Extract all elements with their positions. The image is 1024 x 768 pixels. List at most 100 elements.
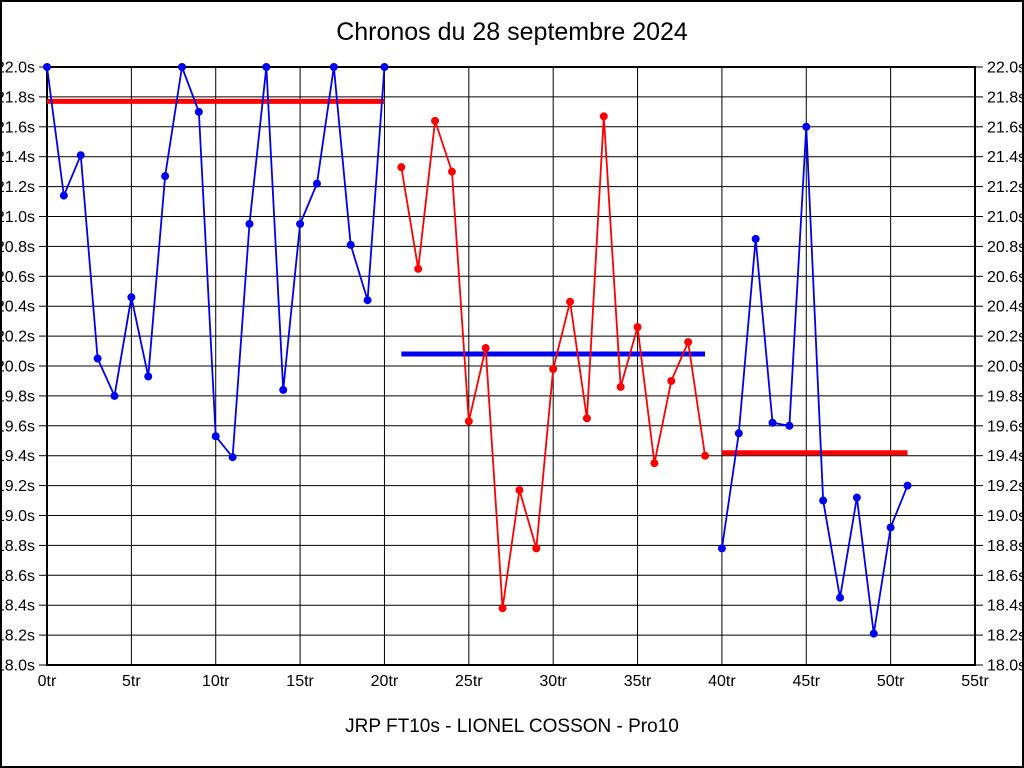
x-axis-label-15tr: 15tr [286, 673, 314, 690]
data-point-run-1-lap-4 [110, 391, 119, 400]
y-axis-label-right-18.8s: 18.8s [987, 538, 1024, 555]
y-axis-label-left-20.6s: 20.6s [0, 269, 35, 286]
y-axis-label-right-21.8s: 21.8s [987, 89, 1024, 106]
y-axis-label-right-22.0s: 22.0s [987, 60, 1024, 77]
data-point-run-3-lap-49 [869, 629, 878, 638]
data-point-run-1-lap-16 [312, 179, 321, 188]
y-axis-label-right-20.6s: 20.6s [987, 269, 1024, 286]
data-point-run-2-lap-27 [498, 604, 507, 613]
y-axis-label-left-19.6s: 19.6s [0, 418, 35, 435]
x-axis-label-55tr: 55tr [961, 673, 989, 690]
data-point-run-3-lap-50 [886, 523, 895, 532]
data-point-run-1-lap-2 [76, 151, 85, 160]
data-point-run-3-lap-46 [819, 496, 828, 505]
data-point-run-2-lap-35 [633, 323, 642, 332]
data-point-run-1-lap-3 [93, 354, 102, 363]
data-point-run-1-lap-18 [346, 240, 355, 249]
y-axis-label-right-19.8s: 19.8s [987, 388, 1024, 405]
data-point-run-3-lap-51 [903, 481, 912, 490]
plot-border [46, 66, 976, 666]
y-axis-label-left-21.4s: 21.4s [0, 149, 35, 166]
data-point-run-2-lap-32 [582, 414, 591, 423]
data-point-run-2-lap-38 [684, 338, 693, 347]
y-axis-label-left-21.2s: 21.2s [0, 179, 35, 196]
y-axis-label-right-19.2s: 19.2s [987, 478, 1024, 495]
data-point-run-2-lap-39 [701, 451, 710, 460]
y-axis-label-right-21.0s: 21.0s [987, 209, 1024, 226]
data-point-run-2-lap-36 [650, 459, 659, 468]
y-axis-label-left-18.6s: 18.6s [0, 568, 35, 585]
data-point-run-1-lap-5 [127, 293, 136, 302]
data-point-run-2-lap-21 [397, 163, 406, 172]
y-axis-label-left-22.0s: 22.0s [0, 60, 35, 77]
y-axis-label-left-19.4s: 19.4s [0, 448, 35, 465]
x-axis-label-45tr: 45tr [792, 673, 820, 690]
chart-footer: JRP FT10s - LIONEL COSSON - Pro10 [345, 716, 679, 737]
x-axis-label-0tr: 0tr [38, 673, 57, 690]
data-point-run-1-lap-15 [296, 219, 305, 228]
data-point-run-1-lap-13 [262, 63, 271, 71]
y-axis-label-right-20.4s: 20.4s [987, 299, 1024, 316]
series-line-run-3 [721, 125, 909, 635]
y-axis-label-left-19.8s: 19.8s [0, 388, 35, 405]
x-axis-label-40tr: 40tr [708, 673, 736, 690]
data-point-run-1-lap-19 [363, 296, 372, 305]
data-point-run-2-lap-23 [431, 116, 440, 125]
y-axis-label-left-20.8s: 20.8s [0, 239, 35, 256]
y-axis-label-left-20.4s: 20.4s [0, 299, 35, 316]
data-point-run-1-lap-11 [228, 453, 237, 462]
data-point-run-1-lap-17 [329, 63, 338, 71]
y-axis-label-right-21.6s: 21.6s [987, 119, 1024, 136]
y-axis-label-right-18.4s: 18.4s [987, 598, 1024, 615]
y-axis-label-right-19.4s: 19.4s [987, 448, 1024, 465]
x-axis-label-25tr: 25tr [455, 673, 483, 690]
data-point-run-1-lap-14 [279, 385, 288, 394]
y-axis-label-right-19.6s: 19.6s [987, 418, 1024, 435]
data-point-run-2-lap-37 [667, 376, 676, 385]
data-point-run-1-lap-20 [380, 63, 389, 71]
x-axis-label-10tr: 10tr [202, 673, 230, 690]
data-point-run-1-lap-9 [194, 107, 203, 116]
data-point-run-3-lap-45 [802, 122, 811, 131]
y-axis-label-left-21.0s: 21.0s [0, 209, 35, 226]
y-axis-label-left-20.2s: 20.2s [0, 329, 35, 346]
y-axis-label-right-21.4s: 21.4s [987, 149, 1024, 166]
data-point-run-1-lap-0 [43, 63, 51, 71]
y-axis-label-left-19.0s: 19.0s [0, 508, 35, 525]
y-axis-label-left-18.2s: 18.2s [0, 628, 35, 645]
data-point-run-2-lap-22 [414, 264, 423, 273]
y-axis-label-left-18.8s: 18.8s [0, 538, 35, 555]
chart-title: Chronos du 28 septembre 2024 [336, 18, 688, 46]
y-axis-label-left-21.8s: 21.8s [0, 89, 35, 106]
data-point-run-2-lap-28 [515, 486, 524, 495]
x-axis-label-50tr: 50tr [877, 673, 905, 690]
data-point-run-2-lap-29 [532, 544, 541, 553]
data-point-run-3-lap-42 [751, 234, 760, 243]
y-axis-label-left-18.4s: 18.4s [0, 598, 35, 615]
data-point-run-1-lap-1 [59, 191, 68, 200]
data-point-run-3-lap-48 [852, 493, 861, 502]
x-axis-label-35tr: 35tr [624, 673, 652, 690]
data-point-run-3-lap-44 [785, 421, 794, 430]
x-axis-label-5tr: 5tr [122, 673, 141, 690]
data-point-run-2-lap-33 [599, 112, 608, 121]
y-axis-label-left-19.2s: 19.2s [0, 478, 35, 495]
data-point-run-3-lap-41 [734, 429, 743, 438]
data-point-run-1-lap-7 [161, 172, 170, 181]
y-axis-label-right-20.0s: 20.0s [987, 359, 1024, 376]
y-axis-label-right-18.6s: 18.6s [987, 568, 1024, 585]
data-point-run-3-lap-43 [768, 418, 777, 427]
data-point-run-1-lap-12 [245, 219, 254, 228]
data-point-run-2-lap-34 [616, 382, 625, 391]
y-axis-label-right-19.0s: 19.0s [987, 508, 1024, 525]
data-point-run-3-lap-47 [836, 593, 845, 602]
y-axis-label-right-20.2s: 20.2s [987, 329, 1024, 346]
x-axis-label-20tr: 20tr [371, 673, 399, 690]
data-point-run-2-lap-31 [566, 297, 575, 306]
y-axis-label-right-20.8s: 20.8s [987, 239, 1024, 256]
data-point-run-2-lap-30 [549, 364, 558, 373]
y-axis-label-left-20.0s: 20.0s [0, 359, 35, 376]
y-axis-label-left-21.6s: 21.6s [0, 119, 35, 136]
data-point-run-2-lap-24 [447, 167, 456, 176]
y-axis-label-right-18.0s: 18.0s [987, 658, 1024, 675]
